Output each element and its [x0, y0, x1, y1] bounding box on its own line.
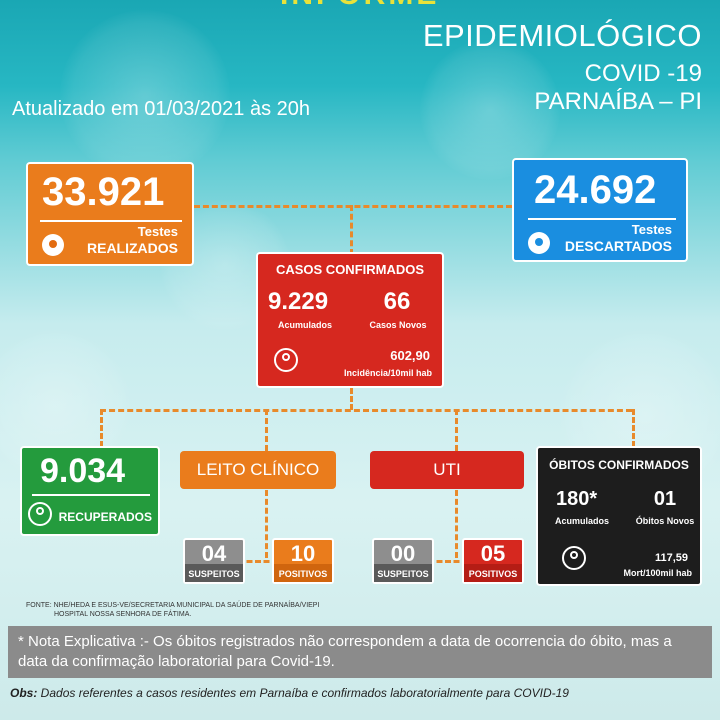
confirmed-new-value: 66 [383, 288, 411, 315]
source-line2: HOSPITAL NOSSA SENHORA DE FÁTIMA. [54, 611, 192, 618]
clinical-bed-positives-card: 10 POSITIVOS [272, 538, 334, 584]
confirmed-cases-title: CASOS CONFIRMADOS [275, 262, 425, 277]
observation-body: Dados referentes a casos residentes em P… [37, 686, 569, 700]
label-bar [374, 564, 432, 582]
clinical-bed-suspects-card: 04 SUSPEITOS [183, 538, 245, 584]
deaths-new-label: Óbitos Novos [635, 516, 695, 526]
icu-positives-card: 05 POSITIVOS [462, 538, 524, 584]
connector-line [428, 560, 468, 563]
mortality-value: 117,59 [654, 552, 688, 564]
deaths-title: ÓBITOS CONFIRMADOS [549, 458, 689, 472]
connector-line [455, 409, 458, 451]
observation-text: Obs: Dados referentes a casos residentes… [10, 686, 569, 700]
incidence-label: Incidência/10mil hab [343, 368, 432, 378]
icu-title: UTI [433, 460, 461, 479]
clinical-bed-suspects-value: 04 [201, 541, 227, 566]
clinical-bed-suspects-label: SUSPEITOS [188, 569, 240, 579]
tests-discarded-value: 24.692 [534, 168, 657, 212]
icu-positives-value: 05 [480, 541, 506, 566]
person-icon [562, 546, 586, 570]
confirmed-accumulated-value: 9.229 [268, 288, 329, 315]
clinical-bed-positives-label: POSITIVOS [278, 569, 328, 579]
connector-line [100, 409, 103, 447]
virus-decoration [60, 10, 230, 180]
tests-performed-value: 33.921 [42, 170, 165, 214]
icu-suspects-label: SUSPEITOS [377, 569, 429, 579]
tests-performed-label-top: Testes [137, 224, 178, 239]
connector-line [238, 560, 278, 563]
tests-discarded-card: 24.692 Testes DESCARTADOS [512, 158, 688, 262]
confirmed-cases-card: CASOS CONFIRMADOS 9.229 Acumulados 66 Ca… [256, 252, 444, 388]
label-bar [464, 564, 522, 582]
person-icon [274, 348, 298, 372]
icu-suspects-value: 00 [390, 541, 416, 566]
icu-positives-label: POSITIVOS [468, 569, 518, 579]
connector-line [455, 490, 458, 558]
tests-performed-card: 33.921 Testes REALIZADOS [26, 162, 194, 266]
tests-discarded-label-top: Testes [631, 222, 672, 237]
tests-performed-label-bottom: REALIZADOS [87, 240, 178, 256]
droplet-icon [42, 234, 64, 256]
recovered-label: RECUPERADOS [58, 510, 152, 524]
recovered-value: 9.034 [40, 452, 126, 490]
clinical-bed-positives-value: 10 [290, 541, 316, 566]
connector-line [265, 490, 268, 558]
header-title-line3: PARNAÍBA – PI [534, 88, 702, 115]
header-title-line2: COVID -19 [584, 60, 702, 87]
connector-line [350, 388, 353, 410]
deaths-new-value: 01 [653, 488, 677, 510]
label-bar [274, 564, 332, 582]
updated-date: Atualizado em 01/03/2021 às 20h [12, 98, 310, 120]
confirmed-accumulated-label: Acumulados [277, 320, 332, 330]
underline [40, 220, 182, 222]
icu-suspects-card: 00 SUSPEITOS [372, 538, 434, 584]
deaths-card: ÓBITOS CONFIRMADOS 180* Acumulados 01 Ób… [536, 446, 702, 586]
droplet-icon [528, 232, 550, 254]
connector-line [100, 409, 632, 412]
underline [528, 218, 676, 220]
explanatory-note: * Nota Explicativa :- Os óbitos registra… [8, 626, 712, 678]
tests-discarded-label-bottom: DESCARTADOS [564, 238, 672, 254]
label-bar [185, 564, 243, 582]
clinical-bed-title: LEITO CLÍNICO [196, 460, 320, 479]
underline [32, 494, 150, 496]
connector-line [194, 205, 512, 208]
header-top-title: INFORME [280, 0, 439, 12]
mortality-label: Mort/100mil hab [623, 568, 692, 578]
source-line1: FONTE: NHE/HEDA E ESUS-VE/SECRETARIA MUN… [26, 602, 320, 609]
person-icon [28, 502, 52, 526]
icu-header: UTI [370, 451, 524, 489]
connector-line [350, 205, 353, 255]
virus-decoration [420, 40, 560, 180]
recovered-card: 9.034 RECUPERADOS [20, 446, 160, 536]
deaths-accumulated-value: 180* [556, 488, 598, 510]
connector-line [265, 409, 268, 451]
source-text: FONTE: NHE/HEDA E ESUS-VE/SECRETARIA MUN… [26, 601, 319, 619]
deaths-accumulated-label: Acumulados [554, 516, 609, 526]
connector-line [632, 409, 635, 447]
header-title-line1: EPIDEMIOLÓGICO [422, 18, 702, 53]
clinical-bed-header: LEITO CLÍNICO [180, 451, 336, 489]
observation-label: Obs: [10, 686, 38, 700]
confirmed-new-label: Casos Novos [369, 320, 427, 330]
incidence-value: 602,90 [390, 348, 430, 363]
